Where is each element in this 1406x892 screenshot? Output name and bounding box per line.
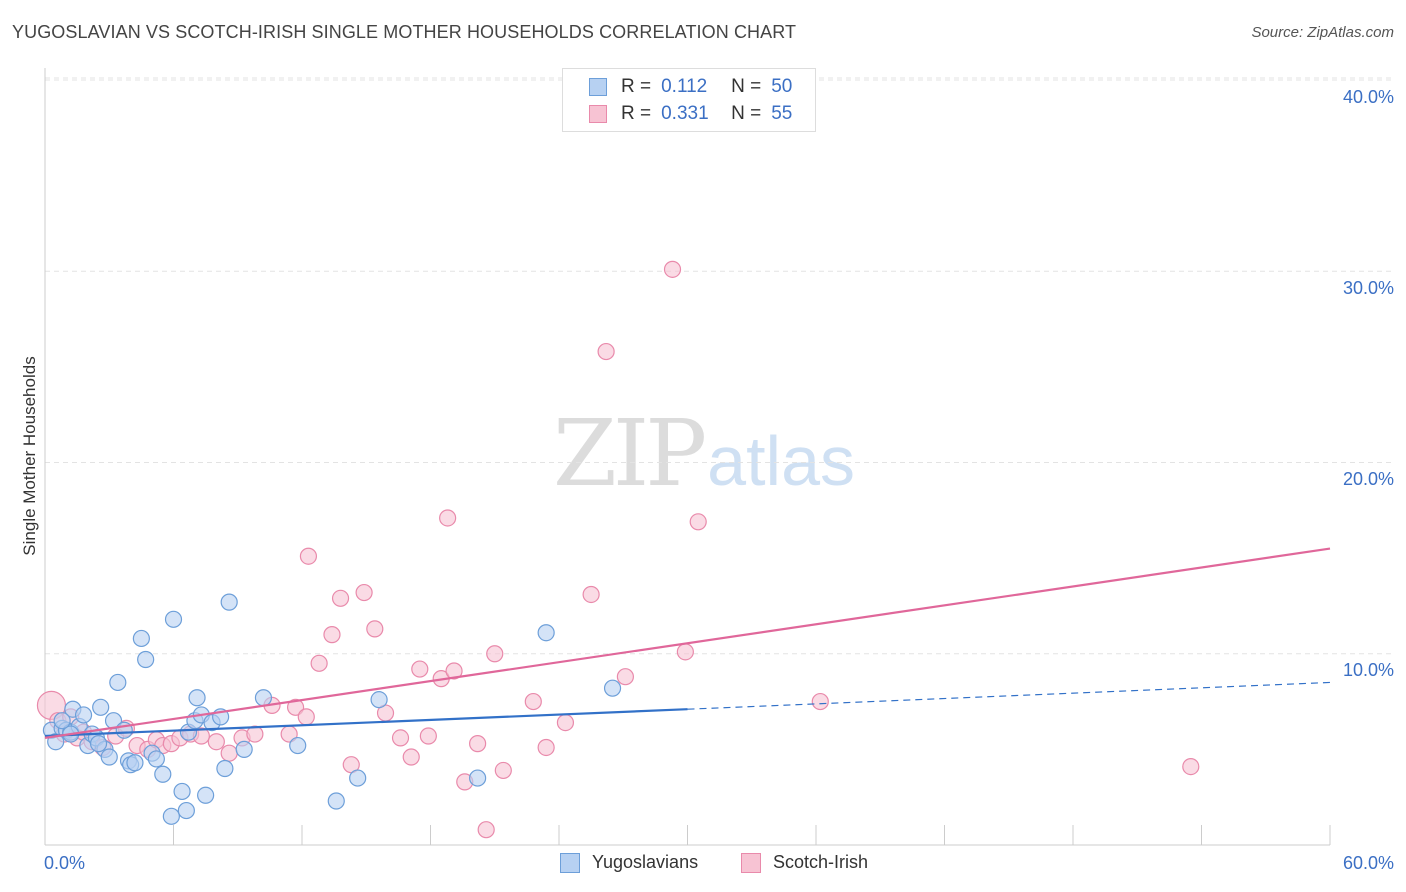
- scotch-irish-point: [439, 509, 457, 527]
- x-tick-label-max: 60.0%: [1342, 853, 1394, 873]
- scotch-irish-point: [1182, 757, 1200, 776]
- yugoslavian-point: [603, 679, 622, 697]
- legend-swatch-pink: [589, 105, 607, 123]
- scotch-irish-point: [220, 744, 238, 762]
- bottom-legend-swatch-blue: [560, 852, 580, 873]
- yugoslavian-point: [216, 759, 234, 778]
- scotch-irish-point: [355, 583, 373, 602]
- y-tick-label-40: 40.0%: [1342, 87, 1394, 107]
- yugoslavian-point: [132, 629, 150, 648]
- legend-r-value: 0.112: [661, 76, 708, 97]
- scotch-irish-point: [689, 513, 707, 531]
- scotch-irish-point: [286, 698, 305, 716]
- yugoslavian-points: [42, 593, 622, 825]
- scotch-irish-point: [616, 668, 634, 686]
- yugoslavian-point: [109, 673, 127, 692]
- legend-n-label: N =: [731, 103, 762, 124]
- y-tick-label-30: 30.0%: [1342, 278, 1394, 298]
- yugoslavian-point: [74, 706, 93, 724]
- yugoslavian-point: [188, 689, 206, 707]
- legend-swatch-blue: [589, 78, 607, 96]
- scotch-irish-point: [676, 643, 694, 661]
- scotch-irish-point: [207, 733, 225, 751]
- yugoslavian-point: [89, 735, 108, 753]
- yugoslavian-point: [92, 698, 110, 716]
- scotch-irish-point: [297, 708, 315, 726]
- watermark-atlas: atlas: [707, 422, 856, 500]
- scotch-irish-point: [469, 735, 487, 753]
- yugoslavian-point: [235, 740, 253, 758]
- yugoslavian-point: [220, 593, 238, 611]
- scotch-irish-point: [391, 729, 410, 747]
- grid-lines: [45, 77, 1395, 655]
- yugoslavian-point: [327, 792, 345, 810]
- bottom-legend-label: Yugoslavians: [592, 852, 699, 872]
- x-tick-label-min: 0.0%: [44, 853, 86, 873]
- yugoslavian-point: [173, 782, 191, 801]
- yugoslavian-point: [177, 801, 195, 820]
- legend-n-label: N =: [731, 76, 762, 97]
- yugoslavian-point: [53, 712, 71, 730]
- y-tick-label-20: 20.0%: [1342, 469, 1394, 489]
- yugoslavian-point: [289, 736, 307, 755]
- legend-row-yugoslavians: R = 0.112 N = 50: [589, 75, 792, 99]
- yugoslavian-point: [370, 691, 388, 709]
- yugoslavian-point: [197, 786, 215, 804]
- scotch-irish-point: [556, 713, 575, 732]
- legend-r-label: R =: [621, 76, 652, 97]
- scotch-irish-point: [524, 692, 542, 711]
- legend-n-value: 55: [771, 103, 793, 124]
- scotch-irish-point: [419, 727, 437, 745]
- scotch-irish-points: [36, 260, 1200, 839]
- yugoslavian-point: [469, 769, 487, 787]
- yugoslavian-point: [254, 689, 273, 707]
- trend-lines: [44, 547, 1331, 739]
- legend-r-label: R =: [621, 103, 652, 124]
- legend-row-scotch-irish: R = 0.331 N = 55: [589, 102, 792, 126]
- scotch-irish-point: [299, 547, 318, 565]
- y-tick-label-10: 10.0%: [1342, 660, 1394, 680]
- yugoslavian-point: [126, 754, 144, 772]
- scotch-irish-point: [494, 761, 512, 780]
- scotch-irish-point: [310, 654, 328, 672]
- legend-r-value: 0.331: [661, 103, 709, 124]
- legend-n-value: 50: [771, 76, 793, 97]
- scotch-irish-point: [402, 748, 420, 766]
- yugoslavian-point: [164, 610, 183, 628]
- yugoslavian-point: [154, 765, 172, 783]
- yugoslavian-trend-extension: [687, 681, 1331, 710]
- scotch-irish-point: [411, 660, 429, 678]
- scotch-irish-point: [486, 645, 504, 663]
- yugoslavian-point: [147, 750, 165, 768]
- source-label: Source: ZipAtlas.com: [1251, 24, 1394, 41]
- scotch-irish-point: [366, 620, 384, 638]
- stats-legend: R = 0.112 N = 50 R = 0.331 N = 55: [562, 68, 816, 132]
- scotch-irish-point: [445, 662, 463, 680]
- yugoslavian-point: [137, 650, 155, 669]
- y-axis-label: Single Mother Households: [20, 356, 39, 556]
- watermark-zip: ZIP: [553, 400, 707, 507]
- chart-title: YUGOSLAVIAN VS SCOTCH-IRISH SINGLE MOTHE…: [12, 22, 797, 42]
- yugoslavian-point: [100, 748, 118, 766]
- scotch-irish-point: [663, 260, 682, 278]
- scotch-irish-point: [331, 589, 350, 607]
- yugoslavian-point: [349, 769, 367, 787]
- bottom-legend-swatch-pink: [741, 852, 761, 873]
- bottom-legend-label: Scotch-Irish: [773, 852, 869, 872]
- scotch-irish-point: [537, 738, 555, 757]
- scotch-irish-point: [323, 626, 341, 644]
- yugoslavian-point: [162, 807, 180, 825]
- scotch-irish-point: [246, 725, 264, 743]
- bottom-legend-yugoslavians: Yugoslavians: [560, 852, 698, 873]
- scotch-irish-point: [477, 821, 495, 839]
- scotch-irish-point: [597, 342, 615, 361]
- scotch-irish-point: [811, 692, 829, 711]
- watermark: ZIPatlas: [553, 400, 855, 507]
- bottom-legend-scotch-irish: Scotch-Irish: [741, 852, 868, 873]
- scotch-irish-trend-line: [44, 547, 1331, 739]
- scotch-irish-point: [582, 585, 600, 604]
- yugoslavian-trend-line: [44, 708, 688, 738]
- yugoslavian-point: [537, 624, 555, 642]
